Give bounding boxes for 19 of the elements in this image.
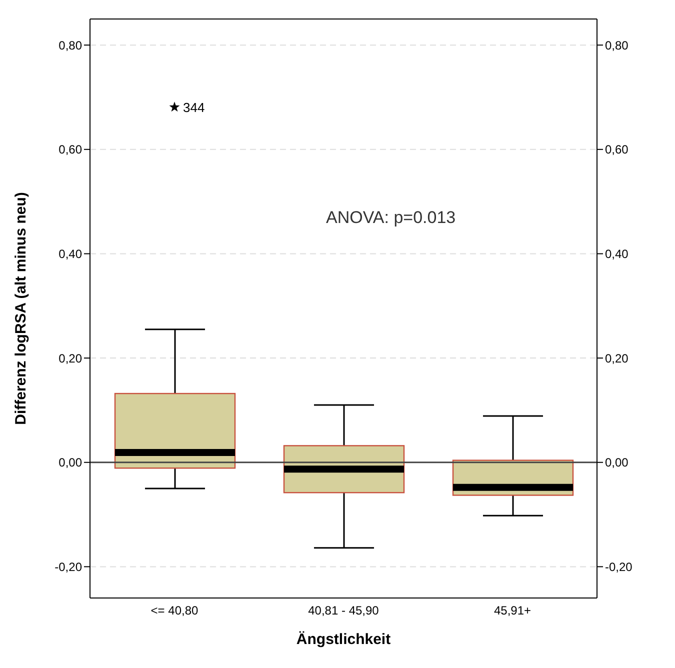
x-tick-label: 45,91+ xyxy=(494,604,532,618)
y2-tick-label: -0,20 xyxy=(605,560,633,574)
y2-tick-label: 0,20 xyxy=(605,351,629,366)
y-tick-label: 0,00 xyxy=(58,456,82,470)
x-tick-label: 40,81 - 45,90 xyxy=(308,604,380,618)
y-tick-label: 0,20 xyxy=(58,351,82,366)
annotation: 344 xyxy=(183,100,205,115)
x-tick-label: <= 40,80 xyxy=(150,604,199,618)
x-axis-title: Ängstlichkeit xyxy=(296,631,391,648)
y2-tick-label: 0,60 xyxy=(605,142,629,157)
y2-tick-label: 0,40 xyxy=(605,246,629,261)
y-tick-label: 0,60 xyxy=(58,142,82,157)
y-axis-title: Differenz logRSA (alt minus neu) xyxy=(12,192,30,425)
annotation: ANOVA: p=0.013 xyxy=(326,208,456,228)
y2-tick-label: 0,80 xyxy=(605,38,629,52)
y-tick-label: 0,80 xyxy=(58,38,82,52)
y-tick-label: -0,20 xyxy=(54,560,82,574)
y2-tick-label: 0,00 xyxy=(605,456,629,470)
y-tick-label: 0,40 xyxy=(58,246,82,261)
